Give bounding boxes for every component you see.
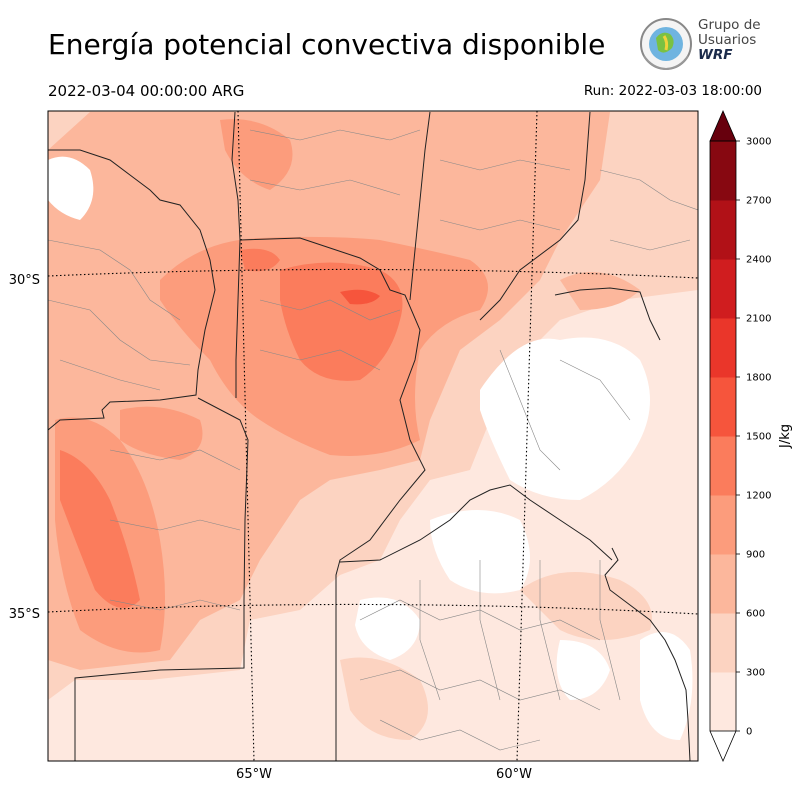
colorbar-extend-min — [709, 730, 737, 763]
coastline — [604, 547, 691, 761]
cape-band-300 — [520, 572, 652, 640]
logo-line-3: WRF — [698, 47, 733, 63]
colorbar-tick-label: 2700 — [746, 196, 771, 207]
colorbar-segment — [710, 672, 736, 732]
cape-white-area — [430, 510, 530, 594]
lon-label-60w: 60°W — [496, 767, 532, 782]
lat-label-35s: 35°S — [9, 607, 40, 622]
cape-band-600 — [560, 272, 640, 310]
cape-field — [48, 111, 698, 761]
colorbar-tick-label: 900 — [746, 550, 765, 561]
graticule — [48, 111, 698, 761]
run-time-label: Run: 2022-03-03 18:00:00 — [583, 83, 762, 99]
colorbar-tick-label: 3000 — [746, 137, 771, 148]
colorbar-extend-max — [709, 109, 737, 142]
colorbar-tick-label: 1500 — [746, 432, 771, 443]
cape-band-1200 — [240, 248, 280, 272]
logo-text: Grupo de Usuarios WRF — [698, 18, 761, 63]
department-boundaries — [48, 129, 698, 751]
cape-white-area — [640, 632, 693, 740]
cape-white-area — [480, 337, 650, 500]
cape-white-area — [355, 597, 420, 660]
cape-band-300 — [340, 657, 428, 740]
colorbar-tick-label: 0 — [746, 727, 752, 738]
lon-label-65w: 65°W — [236, 767, 272, 782]
colorbar-segment — [710, 495, 736, 555]
colorbar-tick-label: 300 — [746, 668, 765, 679]
grupo-wrf-logo: Grupo de Usuarios WRF — [638, 16, 768, 72]
colorbar-tick-label: 600 — [746, 609, 765, 620]
valid-time-label: 2022-03-04 00:00:00 ARG — [48, 82, 245, 100]
colorbar-segment — [710, 436, 736, 496]
colorbar-segment — [710, 259, 736, 319]
logo-line-1: Grupo de — [698, 17, 761, 33]
cape-white-area — [556, 640, 610, 700]
globe-logo-icon — [640, 18, 692, 71]
cape-band-1500 — [340, 289, 380, 305]
cape-white-area — [48, 156, 94, 220]
cape-band-1200 — [60, 450, 140, 608]
colorbar-tick-label: 2400 — [746, 255, 771, 266]
colorbar-tick-label: 2100 — [746, 314, 771, 325]
colorbar: 0 300 600 900 1200 1500 1800 2100 2400 2700 3000 J/… — [709, 109, 793, 763]
colorbar-tick-label: 1800 — [746, 373, 771, 384]
colorbar-tick-label: 1200 — [746, 491, 771, 502]
colorbar-segment — [710, 318, 736, 378]
colorbar-segment — [710, 554, 736, 614]
cape-band-900 — [220, 119, 293, 190]
colorbar-segment — [710, 141, 736, 201]
lat-label-30s: 30°S — [9, 273, 40, 288]
province-boundaries — [48, 111, 661, 761]
logo-line-2: Usuarios — [698, 32, 757, 48]
map-title: Energía potencial convectiva disponible — [48, 28, 606, 61]
colorbar-segment — [710, 613, 736, 673]
colorbar-segment — [710, 200, 736, 260]
map-frame — [47, 110, 699, 762]
colorbar-segment — [710, 377, 736, 437]
colorbar-unit-label: J/kg — [778, 424, 793, 449]
cape-band-900 — [120, 406, 203, 460]
